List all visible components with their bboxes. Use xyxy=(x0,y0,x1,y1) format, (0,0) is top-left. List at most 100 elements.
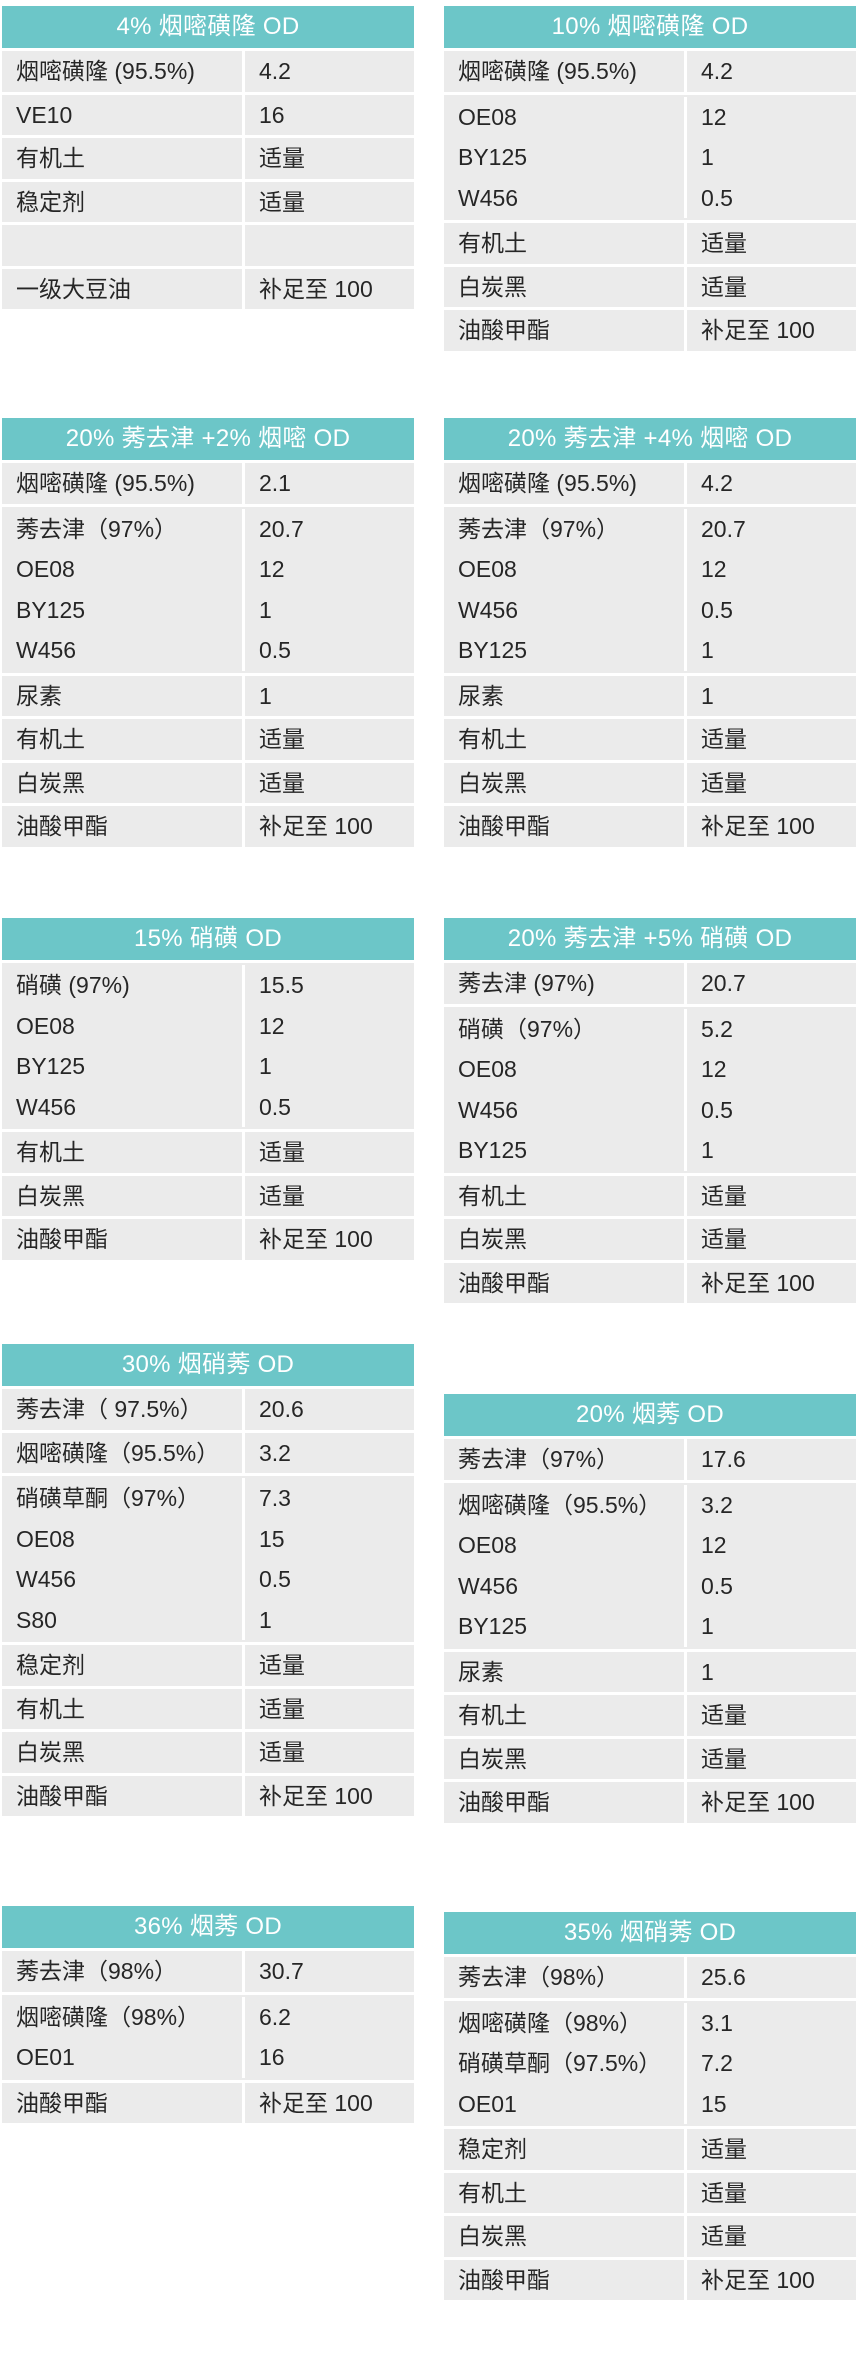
table-row: 白炭黑 适量 xyxy=(444,762,856,804)
amount-cell: 补足至 100 xyxy=(687,1782,856,1823)
amount-cell: 17.6 xyxy=(687,1439,856,1480)
amount-cell: 4.2 xyxy=(687,463,856,504)
table-row: 莠去津（98%） 25.6 xyxy=(444,1957,856,1998)
ingredient-name: 有机土 xyxy=(16,1139,85,1165)
ingredient-amount: 5.2 xyxy=(701,1015,733,1042)
ingredient-amount: 适量 xyxy=(259,769,305,796)
amount-cell: 适量 xyxy=(687,2129,856,2170)
table-row: 硝磺（97%） OE08 W456 BY125 5.2 12 0.5 1 xyxy=(444,1006,856,1173)
ingredient-name: 烟嘧磺隆（98%） xyxy=(16,2003,201,2030)
ingredient-name: OE08 xyxy=(16,1012,75,1039)
ingredient-name: BY125 xyxy=(458,637,528,663)
ingredient-cell: 有机土 xyxy=(2,1688,245,1729)
ingredient-name: BY125 xyxy=(458,144,528,170)
ingredient-amount: 12 xyxy=(701,103,727,130)
ingredient-name: BY125 xyxy=(16,596,86,623)
ingredient-cell: 油酸甲酯 xyxy=(2,806,245,847)
amount-cell: 15.5 12 1 0.5 xyxy=(245,965,414,1127)
ingredient-amount: 适量 xyxy=(701,230,747,256)
table-row: 莠去津 (97%) 20.7 xyxy=(444,963,856,1004)
ingredient-name: 烟嘧磺隆（95.5%） xyxy=(16,1439,220,1466)
ingredient-name: 白炭黑 xyxy=(458,1226,527,1252)
ingredient-amount: 适量 xyxy=(259,1139,305,1165)
amount-cell: 适量 xyxy=(245,1732,414,1773)
ingredient-amount: 20.6 xyxy=(259,1396,304,1422)
table-title: 35% 烟硝莠 OD xyxy=(444,1912,856,1954)
ingredient-amount: 适量 xyxy=(259,1652,305,1678)
table-row: 油酸甲酯 补足至 100 xyxy=(444,310,856,351)
formula-table: 35% 烟硝莠 OD 莠去津（98%） 25.6 烟嘧磺隆（98%） 硝磺草酮（97.5… xyxy=(444,1912,856,2303)
table-row: 硝磺 (97%) OE08 BY125 W456 15.5 12 1 0.5 xyxy=(2,963,414,1129)
table-row: 白炭黑 适量 xyxy=(444,1738,856,1779)
table-title: 10% 烟嘧磺隆 OD xyxy=(444,6,856,48)
amount-cell: 1 xyxy=(245,676,414,717)
ingredient-amount xyxy=(245,225,414,266)
ingredient-amount: 适量 xyxy=(701,2223,747,2249)
ingredient-amount: 3.2 xyxy=(259,1439,291,1466)
ingredient-amount: 0.5 xyxy=(701,1572,733,1599)
amount-cell: 30.7 xyxy=(245,1951,414,1992)
amount-cell: 适量 xyxy=(245,719,414,760)
ingredient-amount: 补足至 100 xyxy=(701,1789,815,1815)
table-row: 油酸甲酯 补足至 100 xyxy=(2,1219,414,1260)
ingredient-cell: 烟嘧磺隆 (95.5%) xyxy=(2,51,245,92)
ingredient-name: 油酸甲酯 xyxy=(16,1782,108,1809)
amount-cell: 适量 xyxy=(687,1695,856,1736)
amount-cell: 7.3 15 0.5 1 xyxy=(245,1478,414,1640)
amount-cell: 适量 xyxy=(245,1176,414,1217)
table-row: 莠去津（97%） 17.6 xyxy=(444,1439,856,1480)
ingredient-name: W456 xyxy=(458,596,519,623)
ingredient-cell: 白炭黑 xyxy=(444,1219,687,1260)
table-row: 稳定剂 适量 xyxy=(2,1645,414,1686)
ingredient-cell: 稳定剂 xyxy=(2,1645,245,1686)
ingredient-cell: 烟嘧磺隆 (95.5%) xyxy=(444,51,687,92)
ingredient-name: 白炭黑 xyxy=(458,2223,527,2249)
table-row: 烟嘧磺隆（98%） OE01 6.2 16 xyxy=(2,1994,414,2080)
ingredient-amount: 30.7 xyxy=(259,1958,304,1984)
ingredient-cell: 莠去津（97%） OE08 W456 BY125 xyxy=(444,508,687,671)
amount-cell: 补足至 100 xyxy=(245,1219,414,1260)
ingredient-name: 稳定剂 xyxy=(16,188,85,215)
ingredient-cell: 油酸甲酯 xyxy=(2,1775,245,1816)
table-title: 30% 烟硝莠 OD xyxy=(2,1344,414,1386)
amount-cell: 适量 xyxy=(687,763,856,804)
ingredient-name: OE08 xyxy=(16,556,75,582)
ingredient-amount: 1 xyxy=(259,682,272,709)
ingredient-cell: 尿素 xyxy=(2,675,245,716)
amount-cell: 适量 xyxy=(245,763,414,804)
table-row: 油酸甲酯 补足至 100 xyxy=(2,806,414,847)
ingredient-amount: 适量 xyxy=(701,769,747,796)
table-row: 莠去津（ 97.5%） 20.6 xyxy=(2,1389,414,1430)
ingredient-name: 油酸甲酯 xyxy=(16,1226,108,1252)
ingredient-cell: 有机土 xyxy=(2,138,245,179)
ingredient-name: 硝磺 (97%) xyxy=(16,972,130,998)
table-title: 36% 烟莠 OD xyxy=(2,1906,414,1948)
ingredient-name: 油酸甲酯 xyxy=(458,1789,550,1815)
table-row: 有机土 适量 xyxy=(2,138,414,179)
amount-cell: 适量 xyxy=(245,1689,414,1730)
ingredient-name: 有机土 xyxy=(458,726,527,752)
ingredient-amount: 补足至 100 xyxy=(259,1782,373,1809)
ingredient-name: 油酸甲酯 xyxy=(16,813,108,839)
ingredient-name: 硝磺草酮（97.5%） xyxy=(458,2050,662,2076)
ingredient-name: S80 xyxy=(16,1606,57,1633)
ingredient-amount: 12 xyxy=(701,556,727,582)
ingredient-name: 莠去津（97%） xyxy=(16,515,178,542)
amount-cell: 补足至 100 xyxy=(687,2260,856,2301)
ingredient-name: 有机土 xyxy=(16,726,85,752)
ingredient-cell: 白炭黑 xyxy=(2,1732,245,1773)
ingredient-amount: 0.5 xyxy=(259,1093,291,1120)
table-row: 有机土 适量 xyxy=(444,1175,856,1216)
amount-cell: 4.2 xyxy=(245,51,414,92)
ingredient-cell: 烟嘧磺隆（98%） 硝磺草酮（97.5%） OE01 xyxy=(444,2002,687,2124)
ingredient-name: W456 xyxy=(16,1566,77,1592)
amount-cell: 适量 xyxy=(245,1645,414,1686)
ingredient-cell: 油酸甲酯 xyxy=(444,2259,687,2300)
ingredient-amount: 0.5 xyxy=(701,596,733,623)
ingredient-cell: 烟嘧磺隆（98%） OE01 xyxy=(2,1996,245,2078)
formula-table: 20% 莠去津 +5% 硝磺 OD 莠去津 (97%) 20.7 硝磺（97%） OE0… xyxy=(444,918,856,1306)
amount-cell: 3.1 7.2 15 xyxy=(687,2003,856,2125)
ingredient-cell: 白炭黑 xyxy=(444,1738,687,1779)
ingredient-cell: 白炭黑 xyxy=(444,2216,687,2257)
ingredient-name: 烟嘧磺隆 (95.5%) xyxy=(458,58,637,84)
